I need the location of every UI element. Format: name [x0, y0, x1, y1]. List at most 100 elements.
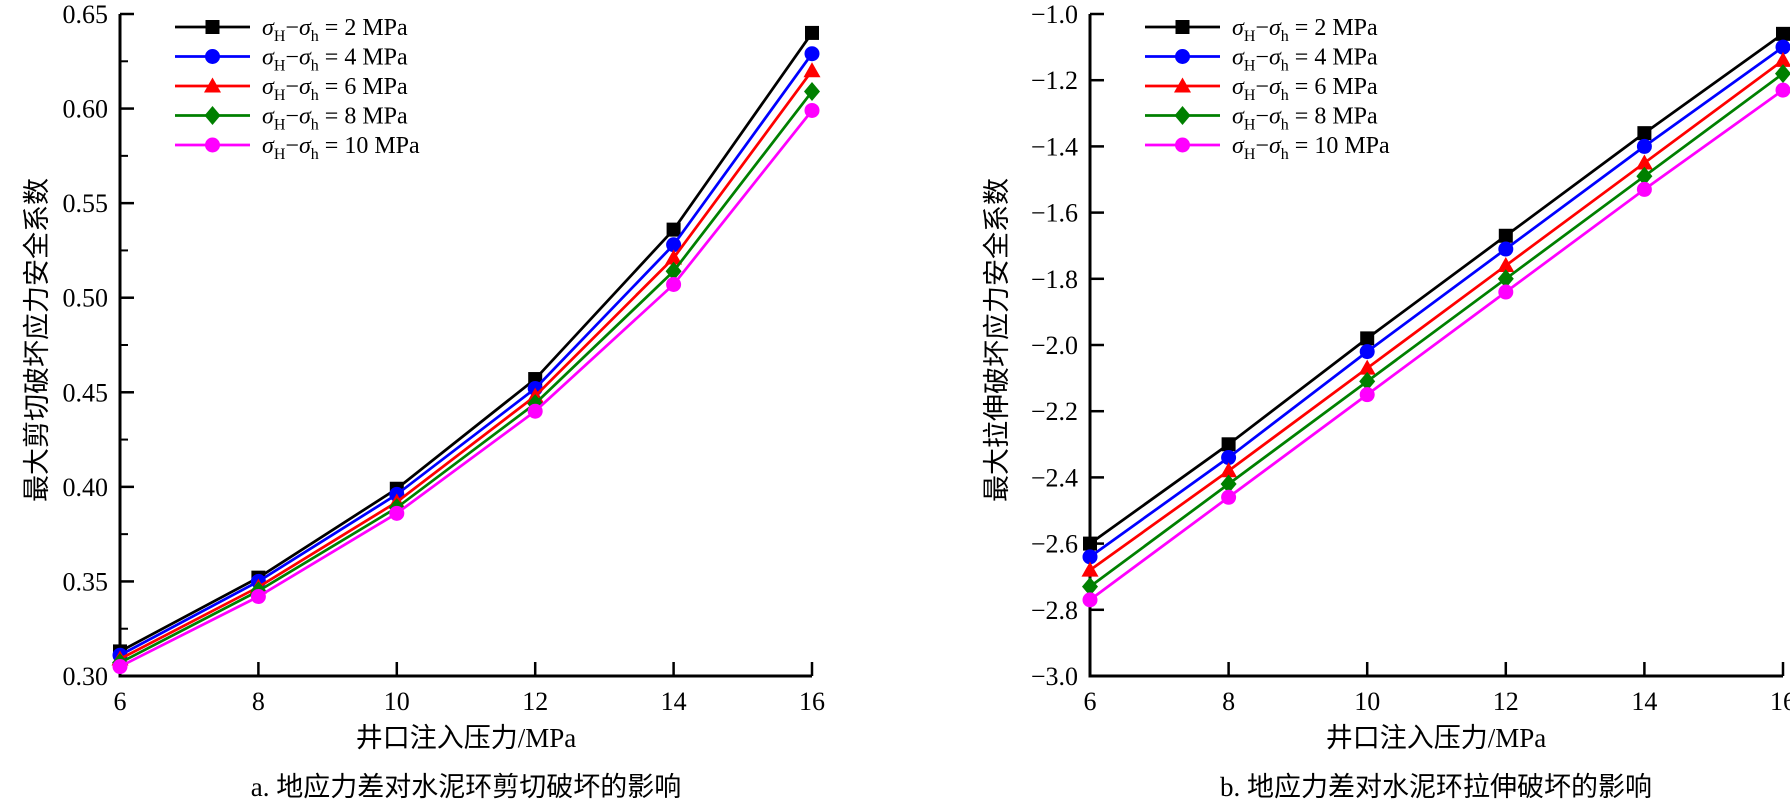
square-marker — [666, 222, 681, 237]
series-line — [1089, 32, 1784, 545]
series-1 — [1083, 26, 1790, 551]
circle-marker — [389, 505, 405, 521]
triangle-marker — [1635, 154, 1653, 170]
chart-b-x-axis-title: 井口注入压力/MPa — [1325, 723, 1547, 753]
sigma-glyph: σ — [299, 45, 312, 71]
y-tick-label: −1.2 — [1031, 66, 1078, 95]
series-line — [119, 52, 814, 657]
circle-marker — [1221, 450, 1237, 466]
subscript: H — [274, 146, 286, 163]
legend-item: σH−σh = 2 MPa — [1145, 15, 1378, 45]
triangle-marker — [1220, 462, 1238, 478]
subscript: h — [311, 28, 319, 45]
square-marker — [1360, 331, 1375, 346]
y-tick-label: 0.60 — [63, 95, 109, 124]
circle-marker — [1359, 387, 1375, 403]
subscript: h — [311, 87, 319, 104]
circle-marker — [1636, 138, 1652, 154]
y-tick-label: 0.50 — [63, 284, 109, 313]
circle-marker — [205, 137, 220, 153]
subscript: h — [1281, 87, 1289, 104]
legend-item: σH−σh = 4 MPa — [1145, 45, 1378, 75]
sigma-glyph: σ — [1269, 15, 1282, 41]
y-tick-label: −2.4 — [1031, 463, 1078, 492]
square-marker — [1776, 26, 1790, 41]
square-marker — [1175, 20, 1190, 34]
sigma-glyph: σ — [299, 133, 312, 159]
chart-a-y-axis-title: 最大剪切破坏应力安全系数 — [22, 178, 52, 502]
y-tick-label: −2.8 — [1031, 596, 1078, 625]
series-2 — [112, 46, 820, 663]
y-tick-label: −3.0 — [1031, 662, 1078, 691]
sigma-glyph: σ — [1269, 133, 1282, 159]
series-1 — [113, 25, 819, 659]
y-tick-label: −1.4 — [1031, 132, 1078, 161]
subscript: h — [1281, 146, 1289, 163]
legend-item: σH−σh = 6 MPa — [175, 74, 408, 104]
chart-b-canvas: 6 8 10 12 14 16 −3.0 −2.8 −2.6 −2.4 −2.2 −2.0 −1.8 −1… — [1031, 0, 1790, 716]
triangle-marker — [803, 62, 821, 78]
x-tick-label: 10 — [1354, 687, 1380, 716]
circle-marker — [1636, 181, 1652, 197]
series-line — [1089, 72, 1784, 588]
triangle-marker — [1774, 51, 1790, 67]
diamond-marker — [804, 82, 820, 102]
y-tick-label: 0.40 — [63, 473, 109, 502]
sigma-glyph: σ — [1232, 15, 1245, 41]
diamond-marker — [1174, 106, 1191, 125]
legend-label: σH−σh = 4 MPa — [1232, 45, 1378, 75]
legend-item: σH−σh = 10 MPa — [1145, 133, 1390, 163]
circle-marker — [666, 276, 682, 292]
diamond-marker — [1497, 269, 1514, 289]
series-line — [1089, 59, 1784, 572]
sigma-glyph: σ — [299, 74, 312, 100]
sigma-glyph: σ — [299, 104, 312, 130]
square-marker — [1083, 536, 1097, 551]
triangle-marker — [1497, 257, 1515, 273]
y-tick-label: 0.45 — [63, 378, 109, 407]
chart-a-canvas: 6 8 10 12 14 16 0.30 0.35 0.40 0.45 0.50 0.55 0.60 0.… — [63, 0, 826, 716]
legend-label: σH−σh = 10 MPa — [262, 133, 420, 163]
series-5 — [112, 102, 820, 675]
triangle-marker — [204, 77, 221, 93]
triangle-marker — [665, 249, 683, 265]
series-3 — [111, 62, 821, 666]
sigma-glyph: σ — [1269, 74, 1282, 100]
circle-marker — [1359, 344, 1375, 360]
sigma-glyph: σ — [1232, 133, 1245, 159]
diamond-marker — [1636, 166, 1653, 186]
circle-marker — [1775, 82, 1790, 98]
square-marker — [205, 20, 220, 34]
y-tick-label: −1.8 — [1031, 265, 1078, 294]
legend-label: σH−σh = 2 MPa — [262, 15, 408, 45]
y-tick-label: −2.0 — [1031, 331, 1078, 360]
chart-a-x-axis-title: 井口注入压力/MPa — [355, 723, 577, 753]
series-line — [1089, 45, 1784, 558]
subscript: H — [274, 28, 286, 45]
series-line — [119, 32, 814, 653]
diamond-marker — [1082, 577, 1098, 597]
circle-marker — [1775, 39, 1790, 55]
series-4 — [1082, 64, 1790, 597]
x-tick-label: 12 — [522, 687, 548, 716]
subscript: H — [274, 87, 286, 104]
series-3 — [1081, 51, 1790, 577]
sigma-glyph: σ — [262, 104, 275, 130]
chart-panel-a: 6 8 10 12 14 16 0.30 0.35 0.40 0.45 0.50 0.55 0.60 0.… — [22, 0, 826, 802]
legend-item: σH−σh = 4 MPa — [175, 45, 408, 75]
legend-item: σH−σh = 2 MPa — [175, 15, 408, 45]
circle-marker — [1221, 489, 1237, 505]
y-tick-label: 0.35 — [63, 567, 109, 596]
legend-label: σH−σh = 8 MPa — [262, 104, 408, 134]
circle-marker — [1082, 549, 1098, 565]
circle-marker — [112, 659, 128, 675]
sigma-glyph: σ — [262, 133, 275, 159]
x-tick-label: 6 — [1084, 687, 1097, 716]
circle-marker — [804, 46, 820, 62]
diamond-marker — [1220, 474, 1237, 494]
y-tick-label: −1.0 — [1031, 0, 1078, 29]
subscript: h — [1281, 58, 1289, 75]
square-marker — [1498, 228, 1513, 243]
triangle-marker — [1358, 359, 1376, 375]
